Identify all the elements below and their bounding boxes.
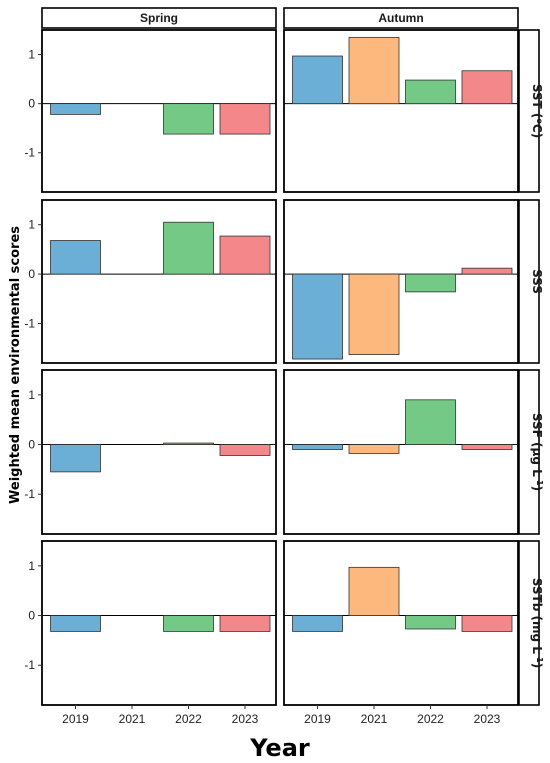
row-strip-3 — [518, 369, 540, 535]
panel-border — [283, 369, 519, 535]
x-tick-label-2022: 2022 — [175, 712, 202, 726]
bar-autumn-2022 — [405, 79, 456, 105]
bar-autumn-2022 — [405, 615, 456, 630]
row-strip-label-4: SSTb (mg L-1) — [530, 578, 545, 668]
bar-spring-2022 — [163, 221, 214, 275]
panel-border — [41, 29, 277, 193]
bar-spring-2023 — [219, 444, 271, 456]
bar-autumn-2021 — [348, 444, 400, 454]
row-strip-1 — [518, 29, 540, 193]
bar-spring-2023 — [219, 615, 271, 632]
bar-autumn-2021 — [348, 566, 400, 616]
axis-layer: -1 0 1 -1 0 1 -1 0 1 -1 0 1 2019 2021 2022 2023 2019 2021… — [24, 48, 500, 726]
y-tick-label: 1 — [28, 388, 35, 402]
x-tick-label-2019: 2019 — [62, 712, 89, 726]
bar-spring-2023 — [219, 103, 271, 135]
panel-border — [41, 540, 277, 706]
panel-row2-autumn — [283, 199, 519, 364]
row-strip-label-1: SST (oC) — [530, 84, 545, 138]
x-tick-label-2021: 2021 — [119, 712, 146, 726]
x-tick-label-2023: 2023 — [232, 712, 259, 726]
bar-autumn-2019 — [292, 55, 343, 105]
y-tick-label: 1 — [28, 48, 35, 62]
bar-autumn-2019 — [292, 615, 343, 632]
bar-autumn-2023 — [461, 444, 513, 450]
panel-row3-spring — [41, 369, 277, 535]
bar-spring-2023 — [219, 235, 271, 275]
row-strip-2 — [518, 199, 540, 364]
y-axis-title: Weighted mean environmental scores — [8, 226, 23, 504]
y-tick-label: -1 — [24, 487, 35, 501]
x-tick-label-2023: 2023 — [474, 712, 501, 726]
y-tick-label: 0 — [28, 267, 35, 281]
panels-layer — [41, 29, 519, 706]
row-strip-label-3: SSF (μg L-1) — [530, 413, 545, 491]
column-strip-autumn — [283, 7, 519, 29]
bar-spring-2019 — [50, 615, 101, 632]
bar-autumn-2023 — [461, 70, 513, 105]
column-strip-spring — [41, 7, 277, 29]
y-tick-label: -1 — [24, 316, 35, 330]
y-tick-label: -1 — [24, 658, 35, 672]
bar-autumn-2023 — [461, 615, 513, 632]
y-tick-label: 1 — [28, 559, 35, 573]
x-axis-title: Year — [249, 734, 310, 762]
bar-autumn-2023 — [461, 267, 513, 275]
y-tick-label: -1 — [24, 146, 35, 160]
panel-row1-autumn — [283, 29, 519, 193]
x-tick-label-2019: 2019 — [304, 712, 331, 726]
bar-autumn-2021 — [348, 273, 400, 356]
bar-autumn-2022 — [405, 399, 456, 445]
bar-spring-2019 — [50, 444, 101, 473]
panel-row3-autumn — [283, 369, 519, 535]
column-strip-label-autumn: Autumn — [378, 11, 423, 25]
panel-border — [41, 369, 277, 535]
panel-border — [283, 199, 519, 364]
panel-row4-autumn — [283, 540, 519, 706]
row-strip-4 — [518, 540, 540, 706]
row-strip-label-2: SSS — [530, 269, 544, 294]
bar-spring-2019 — [50, 103, 101, 115]
bar-spring-2022 — [163, 615, 214, 632]
bar-autumn-2021 — [348, 36, 400, 105]
bar-spring-2022 — [163, 442, 214, 445]
bar-autumn-2022 — [405, 273, 456, 293]
strips-layer: Spring Autumn SST (oC) SSS SSF (μg L-1) SSTb … — [41, 7, 545, 706]
panel-border — [283, 540, 519, 706]
column-strip-label-spring: Spring — [140, 11, 178, 25]
bar-spring-2019 — [50, 240, 101, 275]
y-tick-label: 0 — [28, 97, 35, 111]
bar-autumn-2019 — [292, 273, 343, 360]
y-tick-label: 0 — [28, 609, 35, 623]
panel-row1-spring — [41, 29, 277, 193]
panel-border — [41, 199, 277, 364]
panel-border — [283, 29, 519, 193]
x-tick-label-2022: 2022 — [417, 712, 444, 726]
y-tick-label: 0 — [28, 438, 35, 452]
x-tick-label-2021: 2021 — [361, 712, 388, 726]
bar-autumn-2019 — [292, 444, 343, 450]
y-tick-label: 1 — [28, 218, 35, 232]
panel-row4-spring — [41, 540, 277, 706]
bar-spring-2022 — [163, 103, 214, 135]
panel-row2-spring — [41, 199, 277, 364]
